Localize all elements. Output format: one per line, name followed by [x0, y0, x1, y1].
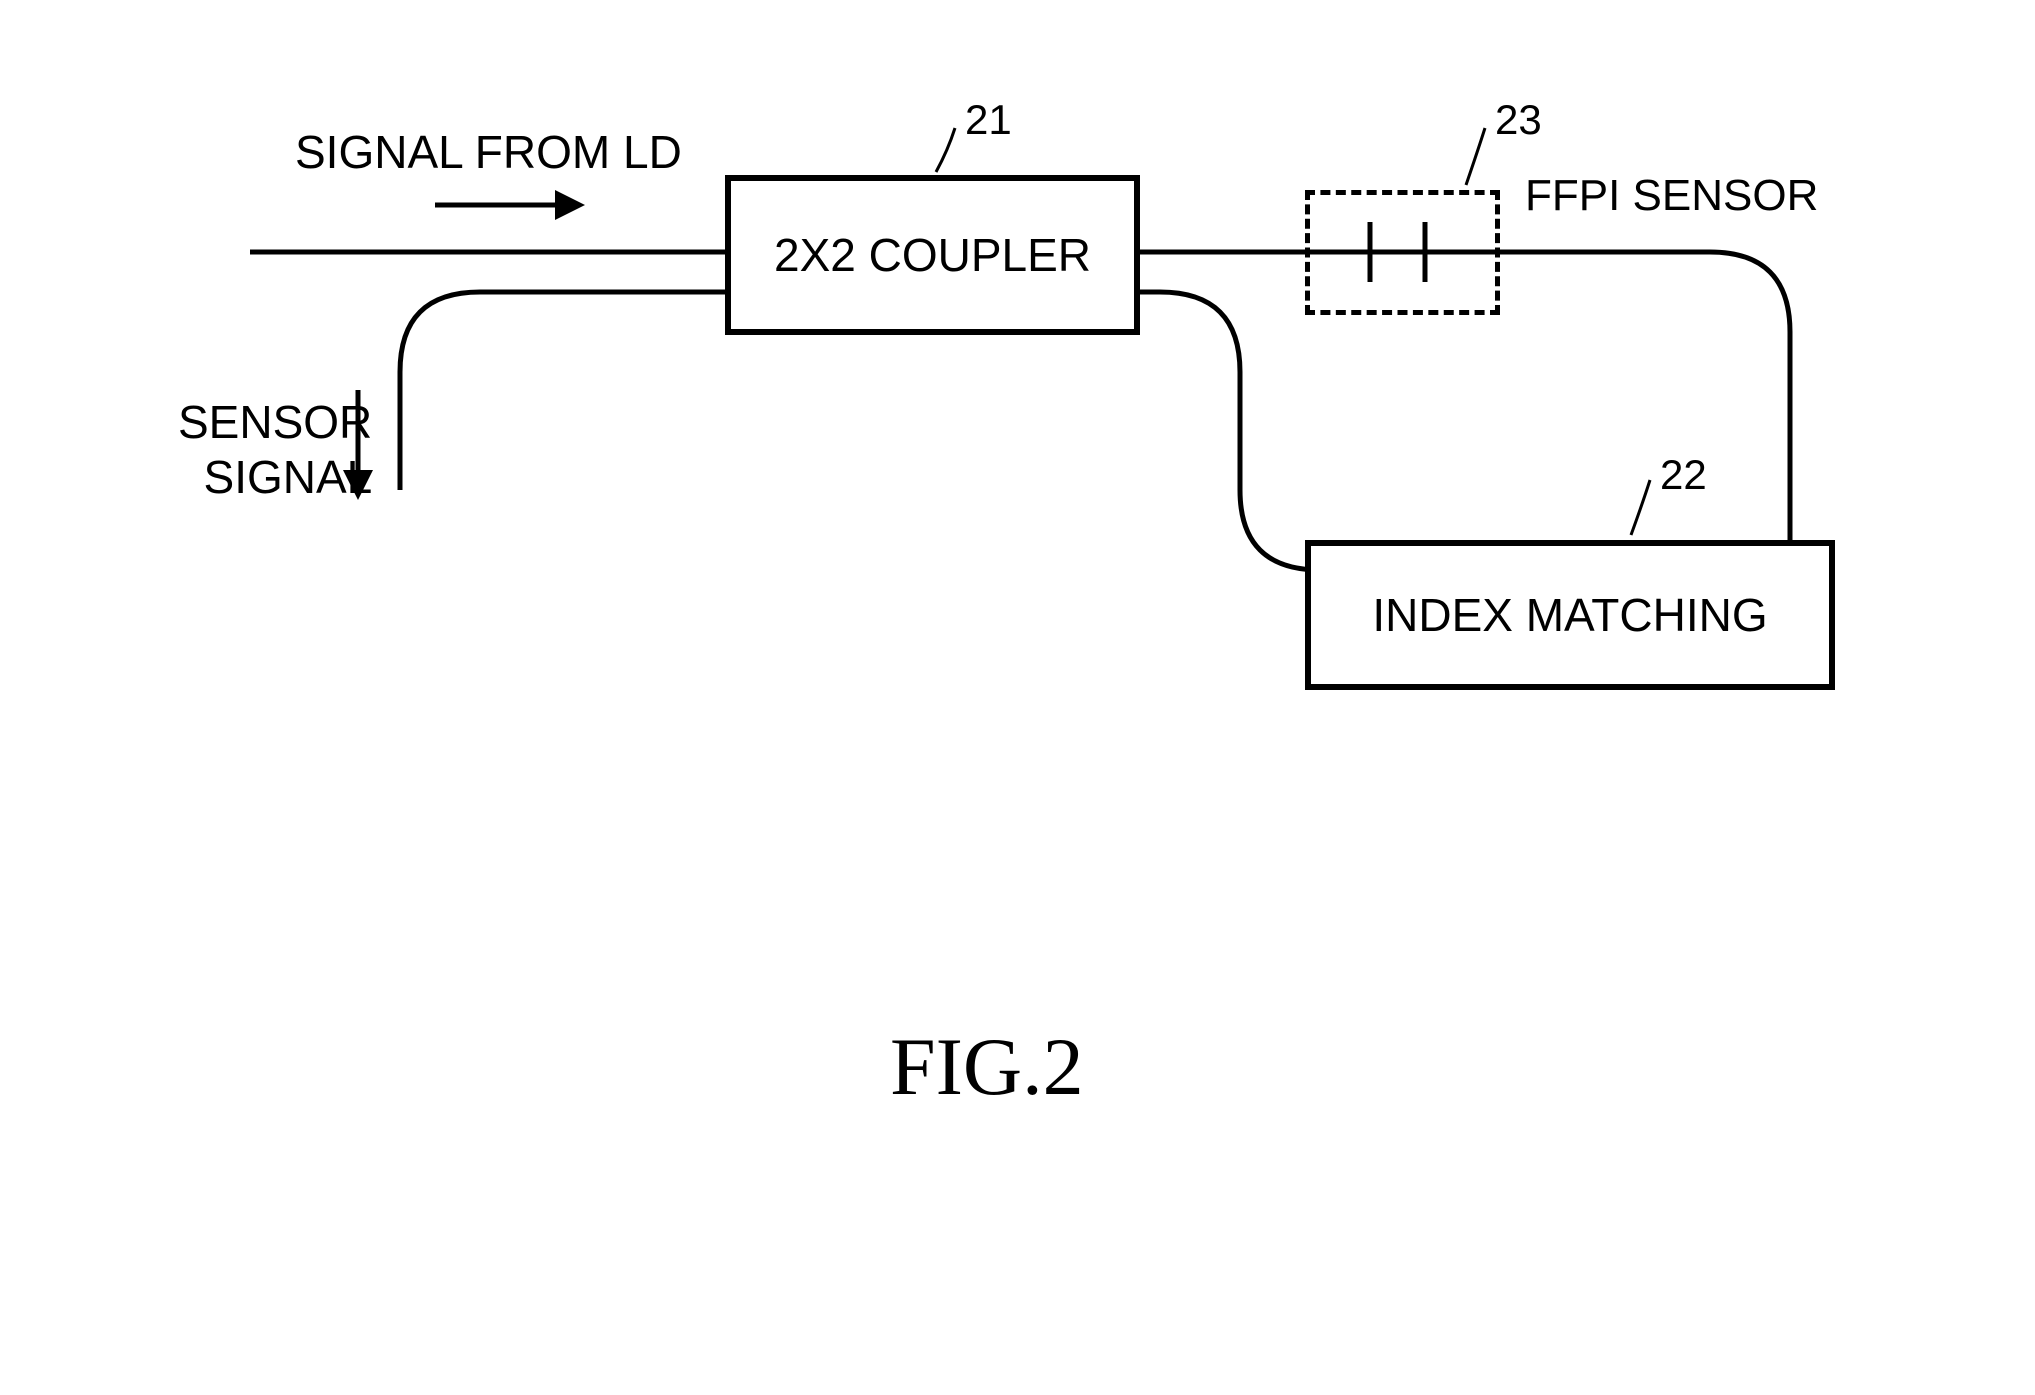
index-matching-ref: 22 — [1660, 450, 1707, 500]
signal-from-ld-label: SIGNAL FROM LD — [295, 125, 682, 180]
coupler-label: 2X2 COUPLER — [774, 228, 1091, 282]
diagram-container: SIGNAL FROM LD SENSOR SIGNAL 2X2 COUPLER… — [0, 0, 2035, 1395]
figure-caption: FIG.2 — [890, 1020, 1084, 1114]
index-matching-box: INDEX MATCHING — [1305, 540, 1835, 690]
index-matching-label: INDEX MATCHING — [1372, 588, 1767, 642]
sensor-signal-label: SENSOR SIGNAL — [178, 395, 372, 505]
ffpi-sensor-box — [1305, 190, 1500, 315]
ffpi-ref: 23 — [1495, 95, 1542, 145]
coupler-box: 2X2 COUPLER — [725, 175, 1140, 335]
ffpi-sensor-label: FFPI SENSOR — [1525, 170, 1818, 223]
coupler-ref: 21 — [965, 95, 1012, 145]
